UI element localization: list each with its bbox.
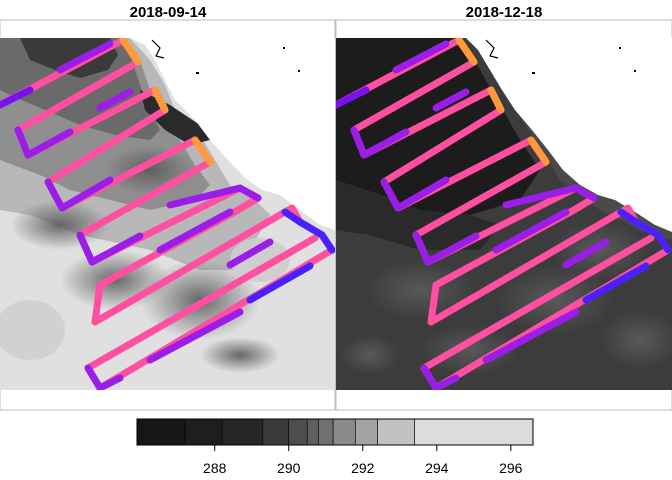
panel-title-left: 2018-09-14 <box>130 4 207 21</box>
colorbar-swatch-4 <box>288 418 308 446</box>
panel-left <box>0 19 336 411</box>
colorbar-swatch-7 <box>332 418 356 446</box>
colorbar-frame <box>136 418 534 446</box>
colorbar-swatches <box>136 418 534 446</box>
colorbar-swatch-10 <box>414 418 534 446</box>
panel-left-track <box>0 38 335 390</box>
colorbar-swatch-6 <box>318 418 334 446</box>
colorbar-tick-label-292: 292 <box>351 460 375 476</box>
panel-title-right: 2018-12-18 <box>466 4 543 21</box>
colorbar-swatch-9 <box>377 418 415 446</box>
panel-right <box>335 19 672 411</box>
colorbar-swatch-2 <box>221 418 264 446</box>
colorbar: 288 290 292 294 296 <box>136 418 534 476</box>
colorbar-swatch-5 <box>306 418 319 446</box>
colorbar-swatch-3 <box>262 418 290 446</box>
colorbar-tick-label-288: 288 <box>203 460 227 476</box>
colorbar-tick-label-296: 296 <box>499 460 523 476</box>
colorbar-swatch-0 <box>136 418 186 446</box>
colorbar-tick-label-290: 290 <box>277 460 301 476</box>
colorbar-swatch-1 <box>184 418 223 446</box>
colorbar-swatch-8 <box>355 418 378 446</box>
colorbar-tick-label-294: 294 <box>425 460 449 476</box>
panel-right-track <box>336 38 672 390</box>
colorbar-ticks <box>214 445 512 451</box>
